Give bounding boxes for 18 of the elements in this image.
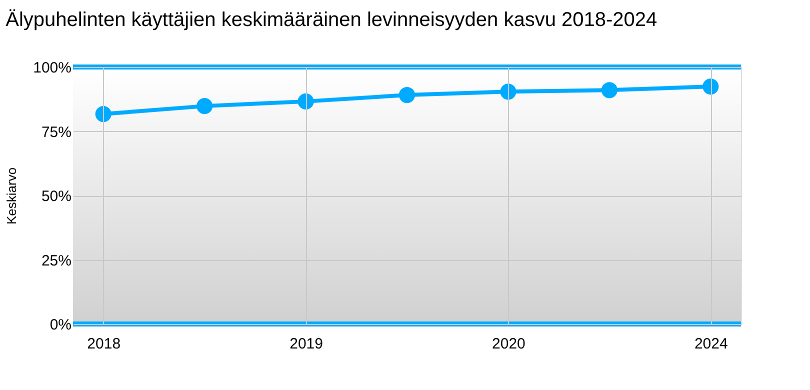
point <box>298 93 314 110</box>
y-tick-label: 100% <box>33 60 72 76</box>
point <box>702 78 719 95</box>
x-tick-label: 2020 <box>492 336 526 352</box>
point <box>500 84 516 100</box>
point <box>398 86 416 104</box>
y-tick-label: 25% <box>41 252 72 270</box>
y-tick-label: 75% <box>41 124 72 141</box>
x-tick-label: 2024 <box>694 336 728 352</box>
y-tick-label: 50% <box>41 188 72 205</box>
y-axis-title: Keskiarvo <box>4 167 20 225</box>
x-tick-label: 2018 <box>87 336 121 352</box>
point <box>95 106 112 122</box>
point <box>601 82 618 98</box>
point <box>196 98 213 114</box>
y-tick-label: 0% <box>50 316 72 334</box>
chart-title: Älypuhelinten käyttäjien keskimääräinen levinneisyyden kasvu 2018-2024 <box>6 9 658 31</box>
x-tick-label: 2019 <box>290 336 323 352</box>
